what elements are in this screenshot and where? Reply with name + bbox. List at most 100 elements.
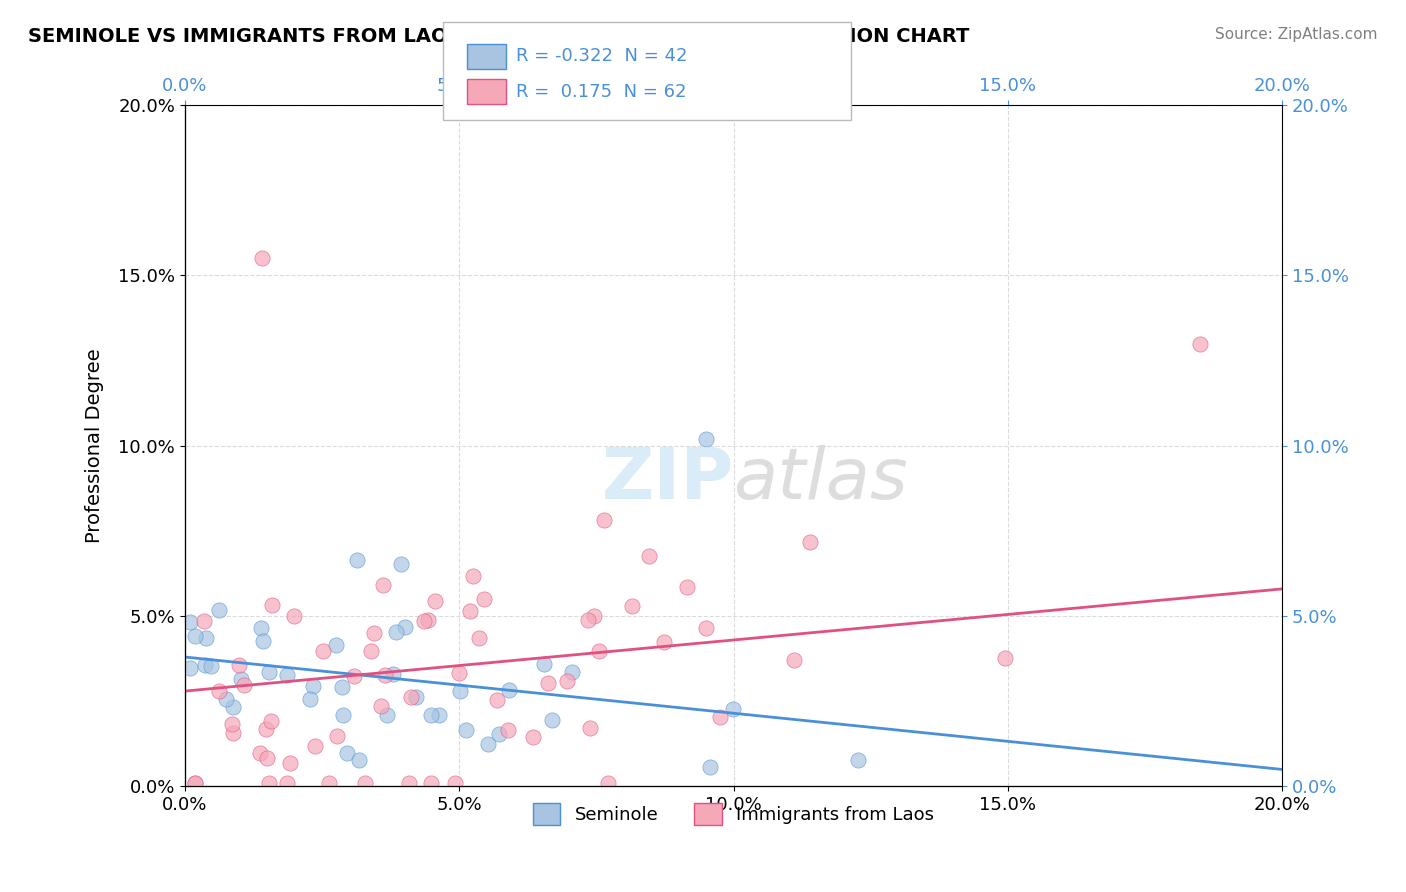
Point [336,746,359,760]
Point [721,702,744,716]
Point [233,678,256,692]
Point [399,690,422,704]
Point [207,602,229,616]
Point [214,692,236,706]
Point [304,739,326,753]
Point [533,657,555,671]
Point [346,553,368,567]
Point [709,710,731,724]
Point [276,668,298,682]
Point [695,621,717,635]
Point [596,776,619,790]
Point [420,776,443,790]
Point [799,535,821,549]
Point [249,746,271,760]
Point [522,730,544,744]
Point [298,692,321,706]
Point [222,726,245,740]
Point [179,661,201,675]
Point [194,631,217,645]
Point [262,598,284,612]
Point [254,722,277,736]
Point [249,621,271,635]
Point [593,512,616,526]
Point [208,684,231,698]
Point [260,714,283,728]
Point [229,672,252,686]
Point [184,776,207,790]
Point [583,609,606,624]
Point [250,252,273,266]
Point [496,723,519,737]
Point [252,634,274,648]
Point [463,569,485,583]
Point [846,753,869,767]
Point [257,776,280,790]
Point [326,729,349,743]
Point [222,700,245,714]
Point [193,614,215,628]
Point [302,679,325,693]
Point [259,665,281,680]
Point [405,690,427,705]
Point [353,776,375,790]
Point [398,776,420,790]
Point [276,776,298,790]
Point [371,577,394,591]
Point [278,756,301,771]
Point [447,666,470,681]
Point [555,674,578,689]
Point [537,676,560,690]
Point [477,737,499,751]
Point [485,693,508,707]
Point [474,592,496,607]
Point [343,669,366,683]
Point [332,680,354,694]
Text: R = -0.322  N = 42: R = -0.322 N = 42 [516,47,688,65]
Point [695,432,717,446]
Point [468,631,491,645]
Point [385,624,408,639]
Point [427,707,450,722]
Point [375,707,398,722]
Point [389,558,412,572]
Point [620,599,643,613]
Point [699,759,721,773]
Point [221,716,243,731]
Point [283,609,305,624]
Point [576,613,599,627]
Point [256,751,278,765]
Point [449,684,471,698]
Point [318,776,340,790]
Text: R =  0.175  N = 62: R = 0.175 N = 62 [516,83,686,101]
Point [374,668,396,682]
Point [312,644,335,658]
Point [561,665,583,679]
Point [194,657,217,672]
Legend: Seminole, Immigrants from Laos: Seminole, Immigrants from Laos [526,796,941,832]
Text: Source: ZipAtlas.com: Source: ZipAtlas.com [1215,27,1378,42]
Point [423,594,446,608]
Point [783,652,806,666]
Point [394,620,416,634]
Point [1188,336,1211,351]
Point [418,613,440,627]
Point [588,644,610,658]
Point [444,776,467,790]
Point [454,723,477,737]
Point [652,634,675,648]
Point [488,726,510,740]
Point [994,650,1017,665]
Point [413,614,436,628]
Point [332,708,354,723]
Point [184,776,207,790]
Text: atlas: atlas [734,445,908,515]
Point [325,638,347,652]
Point [498,683,520,698]
Text: SEMINOLE VS IMMIGRANTS FROM LAOS PROFESSIONAL DEGREE CORRELATION CHART: SEMINOLE VS IMMIGRANTS FROM LAOS PROFESS… [28,27,970,45]
Point [179,615,201,630]
Point [420,707,443,722]
Point [458,604,481,618]
Point [638,549,661,563]
Point [184,629,207,643]
